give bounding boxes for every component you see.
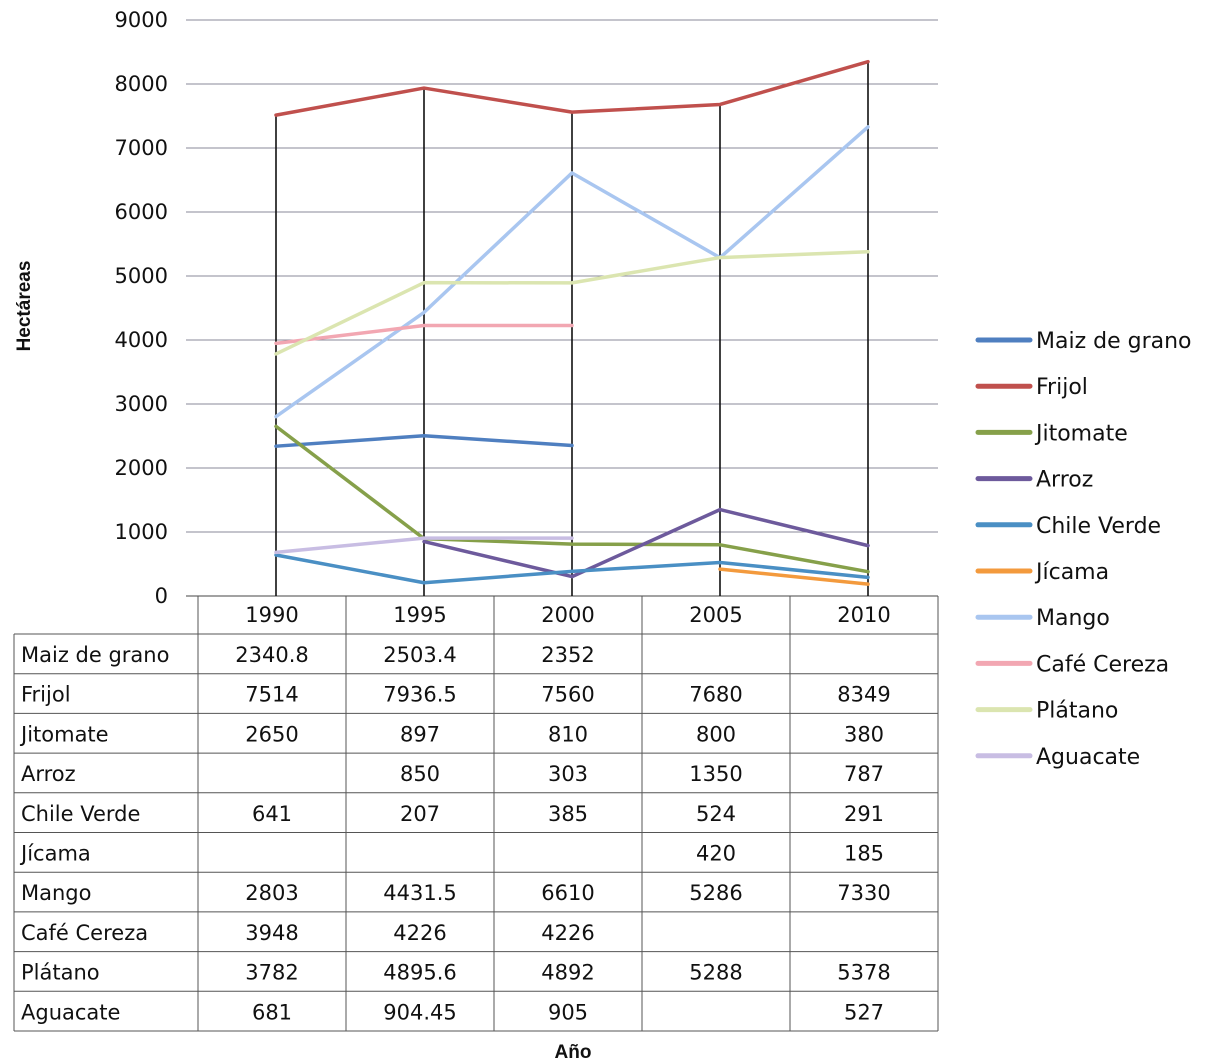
y-tick-label: 5000 <box>115 264 168 288</box>
table-cell-value: 3948 <box>245 921 298 945</box>
table-row-label: Arroz <box>21 762 76 786</box>
table-cell-value: 2503.4 <box>383 643 456 667</box>
table-cell-value: 681 <box>252 1000 292 1024</box>
x-tick-label: 2010 <box>837 603 890 627</box>
table-cell-value: 2803 <box>245 881 298 905</box>
table-cell-value: 7514 <box>245 683 298 707</box>
table-cell-value: 905 <box>548 1000 588 1024</box>
table-row-label: Maiz de grano <box>21 643 169 667</box>
table-cell-value: 524 <box>696 802 736 826</box>
table-cell-value: 2352 <box>541 643 594 667</box>
series-lines <box>274 59 870 586</box>
y-tick-label: 6000 <box>115 200 168 224</box>
x-tick-label: 2005 <box>689 603 742 627</box>
table-cell-value: 7330 <box>837 881 890 905</box>
series-line-caf-cereza <box>274 323 574 346</box>
table-cell-value: 5286 <box>689 881 742 905</box>
y-tick-label: 7000 <box>115 136 168 160</box>
table-cell-value: 5378 <box>837 961 890 985</box>
table-cell-value: 641 <box>252 802 292 826</box>
table-cell-value: 2340.8 <box>235 643 308 667</box>
table-cell-value: 4892 <box>541 961 594 985</box>
legend-entry: Café Cereza <box>1036 652 1169 677</box>
table-cell-value: 385 <box>548 802 588 826</box>
x-axis-title: Año <box>555 1042 592 1063</box>
y-axis-ticks: 0 1000 2000 3000 4000 5000 6000 7000 8000 9000 <box>115 8 168 608</box>
table-cell-value: 787 <box>844 762 884 786</box>
table-cell-value: 1350 <box>689 762 742 786</box>
table-cell-value: 4431.5 <box>383 881 456 905</box>
y-tick-label: 0 <box>155 584 168 608</box>
table-cell-value: 850 <box>400 762 440 786</box>
table-row-label: Jitomate <box>19 722 109 746</box>
table-cell-value: 3782 <box>245 961 298 985</box>
table-cell-value: 380 <box>844 722 884 746</box>
table-cell-value: 420 <box>696 842 736 866</box>
gridlines <box>186 19 938 597</box>
legend-entry: Arroz <box>1036 468 1093 493</box>
y-tick-label: 1000 <box>115 520 168 544</box>
y-tick-label: 3000 <box>115 392 168 416</box>
table-cell-value: 8349 <box>837 683 890 707</box>
table-cell-value: 800 <box>696 722 736 746</box>
y-tick-label: 8000 <box>115 72 168 96</box>
legend-entry: Mango <box>1036 606 1110 631</box>
table-cell-value: 4226 <box>393 921 446 945</box>
table-cell-value: 7936.5 <box>383 683 456 707</box>
series-line-aguacate <box>274 536 574 555</box>
series-line-mango <box>274 125 870 419</box>
table-cell-value: 4226 <box>541 921 594 945</box>
series-line-j-cama <box>718 567 870 586</box>
y-tick-label: 9000 <box>115 8 168 32</box>
table-cell-value: 2650 <box>245 722 298 746</box>
series-line-maiz-de-grano <box>274 434 574 448</box>
table-cell-value: 897 <box>400 722 440 746</box>
series-line-chile-verde <box>274 553 870 585</box>
legend-entry: Jícama <box>1034 560 1109 585</box>
legend-entry: Maiz de grano <box>1036 329 1192 354</box>
table-cell-value: 5288 <box>689 961 742 985</box>
legend-entry: Chile Verde <box>1036 514 1161 539</box>
table-row-label: Café Cereza <box>21 921 148 945</box>
x-tick-label: 2000 <box>541 603 594 627</box>
table-cell-value: 4895.6 <box>383 961 456 985</box>
y-axis-title: Hectáreas <box>14 261 35 352</box>
legend-entry: Aguacate <box>1036 745 1140 770</box>
table-cell-value: 7560 <box>541 683 594 707</box>
x-tick-label: 1990 <box>245 603 298 627</box>
table-row-label: Frijol <box>21 683 71 707</box>
series-line-jitomate <box>274 424 870 574</box>
category-drop-lines <box>275 61 869 596</box>
table-cell-value: 207 <box>400 802 440 826</box>
table-row-label: Aguacate <box>21 1000 120 1024</box>
data-table: 1990 1995 2000 2005 2010 Maiz de grano 2340.8 2… <box>13 596 939 1032</box>
table-cell-value: 6610 <box>541 881 594 905</box>
y-tick-label: 4000 <box>115 328 168 352</box>
table-cell-value: 303 <box>548 762 588 786</box>
table-row-label: Jícama <box>19 842 91 866</box>
table-row-label: Chile Verde <box>21 802 140 826</box>
table-cell-value: 185 <box>844 842 884 866</box>
legend-entry: Frijol <box>1036 375 1088 400</box>
legend-entry: Jitomate <box>1034 421 1128 446</box>
table-cell-value: 7680 <box>689 683 742 707</box>
table-cell-value: 291 <box>844 802 884 826</box>
table-row-label: Plátano <box>21 961 100 985</box>
table-cell-value: 527 <box>844 1000 884 1024</box>
table-cell-value: 810 <box>548 722 588 746</box>
series-line-pl-tano <box>274 250 870 356</box>
legend-entry: Plátano <box>1036 699 1118 724</box>
series-line-arroz <box>422 507 870 579</box>
table-row-label: Mango <box>21 881 91 905</box>
y-tick-label: 2000 <box>115 456 168 480</box>
legend: Maiz de grano Frijol Jitomate Arroz Chile Ve… <box>975 329 1192 770</box>
x-tick-label: 1995 <box>393 603 446 627</box>
table-cell-value: 904.45 <box>383 1000 456 1024</box>
series-line-frijol <box>274 59 870 117</box>
